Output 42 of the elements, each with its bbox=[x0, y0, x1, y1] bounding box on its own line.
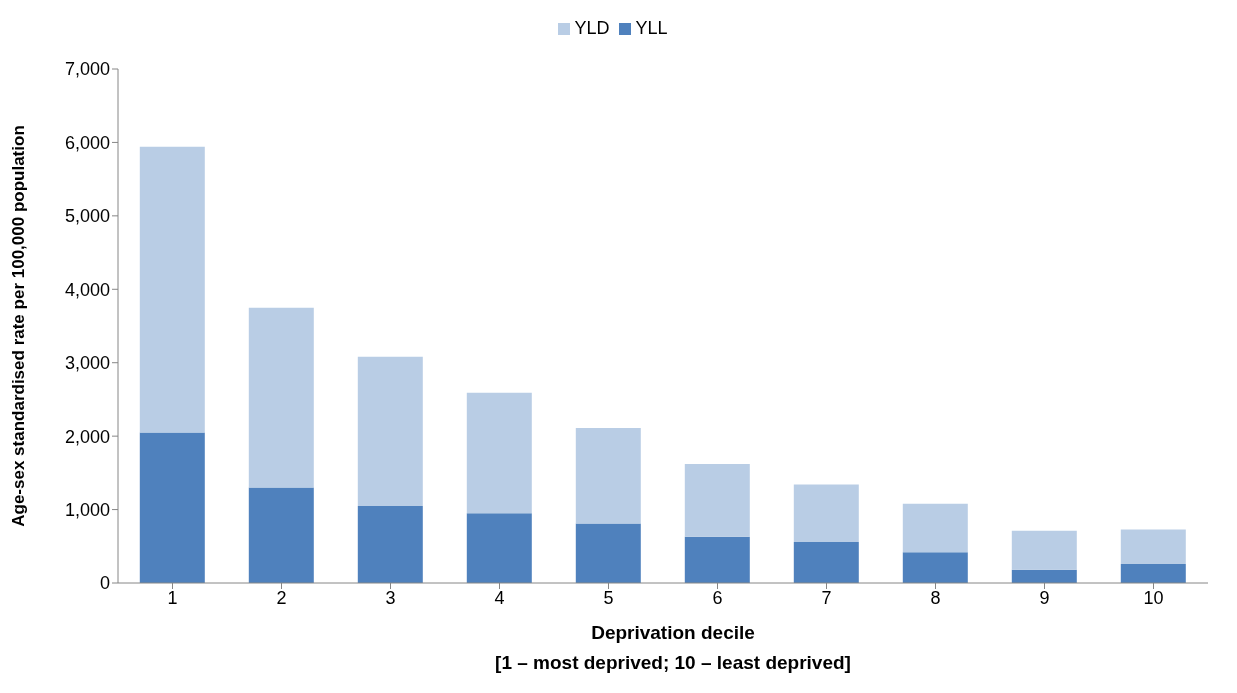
y-axis-title: Age-sex standardised rate per 100,000 population bbox=[9, 125, 29, 527]
bar bbox=[248, 487, 314, 583]
bar bbox=[684, 536, 750, 583]
x-tick-label: 4 bbox=[494, 587, 505, 608]
bar bbox=[357, 356, 423, 506]
y-tick-label: 4,000 bbox=[64, 279, 110, 300]
bar bbox=[575, 428, 641, 524]
y-tick-label: 0 bbox=[99, 573, 110, 594]
x-tick-label: 6 bbox=[712, 587, 723, 608]
x-tick-label: 9 bbox=[1039, 587, 1050, 608]
x-tick-label: 5 bbox=[603, 587, 614, 608]
bar bbox=[684, 464, 750, 537]
bar bbox=[902, 552, 968, 583]
x-tick-label: 8 bbox=[930, 587, 941, 608]
bar bbox=[248, 307, 314, 488]
bar bbox=[793, 484, 859, 542]
x-tick-label: 2 bbox=[276, 587, 287, 608]
x-tick-label: 3 bbox=[385, 587, 396, 608]
y-tick-label: 1,000 bbox=[64, 499, 110, 520]
legend-label: YLD bbox=[574, 18, 610, 38]
bar bbox=[1011, 530, 1077, 570]
x-tick-label: 10 bbox=[1143, 587, 1164, 608]
bar bbox=[1011, 569, 1077, 583]
bar bbox=[1120, 563, 1186, 583]
x-tick-label: 7 bbox=[821, 587, 832, 608]
bar bbox=[793, 541, 859, 583]
bar bbox=[357, 505, 423, 583]
bar bbox=[1120, 529, 1186, 564]
y-tick-label: 5,000 bbox=[64, 206, 110, 227]
bar bbox=[466, 392, 532, 514]
bar bbox=[466, 513, 532, 583]
y-tick-label: 3,000 bbox=[64, 353, 110, 374]
x-axis-title: Deprivation decile [1 – most deprived; 10 – least deprived] bbox=[494, 621, 852, 675]
bar bbox=[139, 432, 205, 583]
y-tick-label: 6,000 bbox=[64, 132, 110, 153]
legend-label: YLL bbox=[635, 18, 668, 38]
bar bbox=[139, 146, 205, 433]
bar bbox=[902, 503, 968, 553]
x-tick-label: 1 bbox=[167, 587, 178, 608]
y-tick-label: 7,000 bbox=[64, 59, 110, 80]
bar bbox=[575, 523, 641, 583]
y-tick-label: 2,000 bbox=[64, 426, 110, 447]
